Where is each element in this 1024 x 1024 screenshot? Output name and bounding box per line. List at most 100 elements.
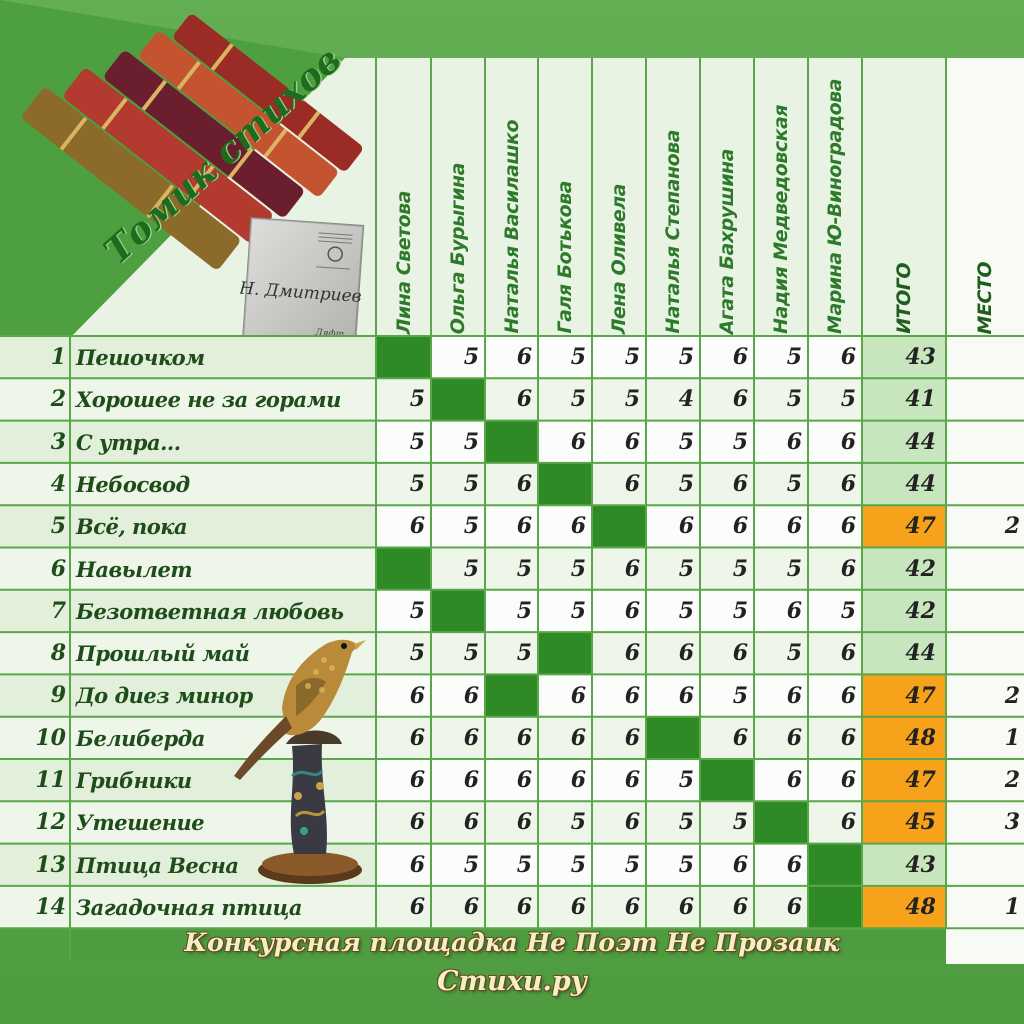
score-cell: 5 — [700, 801, 754, 844]
score-cell: 6 — [376, 843, 431, 886]
score-cell: 5 — [538, 589, 592, 633]
place-cell: 2 — [946, 674, 1024, 717]
score-cell: 5 — [754, 378, 808, 421]
poem-title: С утра... — [76, 429, 181, 455]
blocked-cell — [485, 420, 538, 463]
footer-line-1: Конкурсная площадка Не Поэт Не Прозаик — [184, 928, 840, 957]
score-cell: 5 — [376, 632, 431, 675]
bird-figurine-image — [234, 639, 366, 884]
place-cell: 2 — [946, 505, 1024, 548]
score-cell: 6 — [646, 885, 700, 929]
score-cell: 6 — [700, 632, 754, 675]
score-cell: 5 — [646, 759, 700, 802]
total-cell: 42 — [862, 547, 946, 590]
score-cell: 6 — [808, 759, 862, 802]
poem-title: Навылет — [76, 556, 193, 582]
score-cell: 5 — [646, 843, 700, 886]
place-cell: 2 — [946, 759, 1024, 802]
score-cell: 5 — [376, 378, 431, 421]
score-cell: 6 — [376, 716, 431, 759]
total-cell: 41 — [862, 378, 946, 421]
judge-header: Лена Оливела — [592, 60, 646, 334]
blocked-cell — [592, 505, 646, 548]
place-cell: 1 — [946, 885, 1024, 929]
judge-header: Надия Медведовская — [754, 60, 808, 334]
judge-name: Надия Медведовская — [770, 105, 792, 334]
score-cell: 6 — [592, 632, 646, 675]
score-cell: 5 — [485, 843, 538, 886]
score-cell: 6 — [376, 505, 431, 548]
place-cell: 1 — [946, 716, 1024, 759]
poem-title: Всё, пока — [76, 514, 188, 540]
score-cell: 6 — [808, 462, 862, 506]
score-cell: 5 — [485, 589, 538, 633]
score-cell: 5 — [538, 378, 592, 421]
judge-name: Наталья Степанова — [662, 130, 684, 334]
score-cell: 5 — [431, 843, 485, 886]
row-number: 11 — [35, 767, 66, 793]
judge-name: Агата Бахрушина — [716, 148, 738, 334]
books-illustration — [22, 14, 363, 269]
score-cell: 6 — [700, 378, 754, 421]
score-cell: 6 — [431, 674, 485, 717]
judge-name: Галя Ботькова — [554, 181, 576, 334]
score-cell: 6 — [700, 885, 754, 929]
judge-header: Наталья Василашко — [485, 60, 538, 334]
table-row — [0, 547, 376, 590]
judge-name: Наталья Василашко — [500, 120, 523, 334]
row-number: 5 — [50, 513, 66, 540]
score-cell: 6 — [376, 759, 431, 802]
score-cell: 5 — [592, 843, 646, 886]
blocked-cell — [808, 843, 862, 886]
row-number: 8 — [50, 640, 66, 667]
score-cell: 5 — [376, 462, 431, 506]
score-cell: 6 — [431, 885, 485, 929]
judge-header: Галя Ботькова — [538, 60, 592, 334]
score-cell: 5 — [538, 336, 592, 379]
score-cell: 5 — [808, 589, 862, 633]
score-cell: 5 — [646, 336, 700, 379]
score-cell: 5 — [646, 801, 700, 844]
row-number: 7 — [50, 597, 66, 624]
score-cell: 6 — [808, 716, 862, 759]
score-cell: 5 — [538, 843, 592, 886]
place-cell — [946, 378, 1024, 421]
table-row — [0, 420, 376, 463]
score-cell: 5 — [700, 589, 754, 633]
poem-title: Хорошее не за горами — [76, 387, 341, 413]
score-cell: 6 — [592, 716, 646, 759]
score-cell: 6 — [592, 462, 646, 506]
score-cell: 5 — [538, 801, 592, 844]
score-cell: 6 — [376, 885, 431, 929]
score-cell: 5 — [538, 547, 592, 590]
score-cell: 6 — [646, 632, 700, 675]
score-cell: 5 — [592, 378, 646, 421]
row-number: 6 — [50, 555, 66, 582]
score-cell: 6 — [754, 716, 808, 759]
score-cell: 6 — [376, 801, 431, 844]
score-cell: 6 — [592, 589, 646, 633]
total-cell: 44 — [862, 632, 946, 675]
blocked-cell — [485, 674, 538, 717]
poem-title: Утешение — [76, 810, 205, 836]
score-cell: 6 — [592, 885, 646, 929]
judge-header: Ольга Бурыгина — [431, 60, 485, 334]
judge-header: Наталья Степанова — [646, 60, 700, 334]
total-header-label: ИТОГО — [893, 263, 915, 334]
place-cell: 3 — [946, 801, 1024, 844]
row-number: 3 — [50, 428, 66, 455]
judge-header: Лина Светова — [376, 60, 431, 334]
row-number: 1 — [50, 344, 66, 370]
score-cell: 6 — [646, 674, 700, 717]
score-cell: 5 — [431, 420, 485, 463]
score-cell: 5 — [485, 632, 538, 675]
place-cell — [946, 462, 1024, 506]
poem-title: Безответная любовь — [76, 598, 344, 624]
table-row — [0, 462, 376, 506]
score-cell: 6 — [754, 505, 808, 548]
score-cell: 5 — [808, 378, 862, 421]
score-cell: 6 — [592, 420, 646, 463]
score-cell: 6 — [808, 801, 862, 844]
score-cell: 5 — [700, 420, 754, 463]
score-cell: 6 — [538, 885, 592, 929]
